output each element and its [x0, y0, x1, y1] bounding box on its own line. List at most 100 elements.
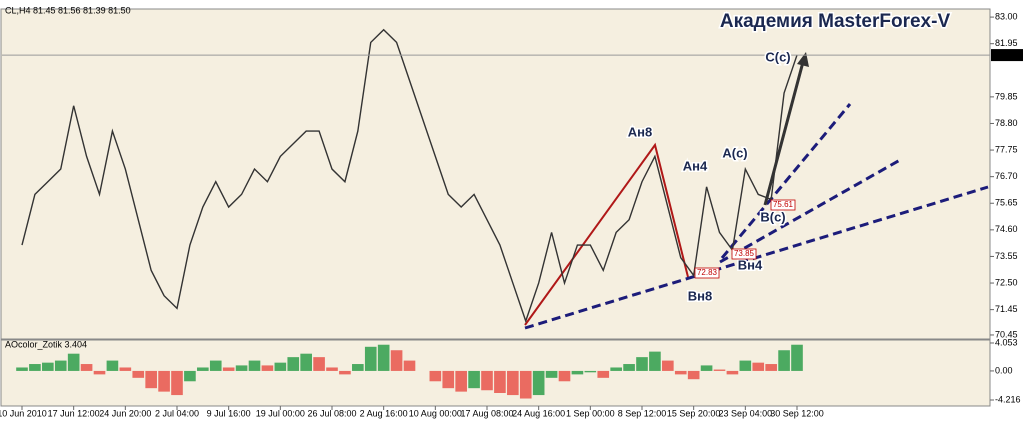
x-tick-label: 17 Jun 12:00	[48, 408, 100, 418]
ao-bar	[132, 370, 145, 378]
ao-bar	[287, 357, 300, 371]
ao-bar	[545, 370, 558, 378]
y-tick-label: -4.216	[995, 394, 1021, 404]
ao-bar	[222, 367, 235, 371]
arrow-head	[797, 52, 809, 67]
ao-bar	[429, 370, 442, 382]
fan-line	[524, 185, 989, 330]
wave-label: Bн8	[688, 288, 712, 303]
ao-bar	[494, 370, 506, 393]
ao-bar	[54, 360, 67, 371]
ao-bar	[468, 370, 480, 389]
price-tag-box	[770, 199, 796, 211]
price-tag-box	[694, 267, 720, 279]
current-price-label: 81.50	[995, 49, 1018, 59]
ao-bar	[687, 370, 700, 380]
ao-bar	[158, 370, 170, 392]
ao-bar	[455, 370, 467, 392]
ao-bar	[623, 364, 635, 371]
ao-bar	[261, 365, 274, 371]
chart-subtitle: CL,H4 81.45 81.56 81.39 81.50	[5, 5, 131, 15]
y-tick-label: 77.75	[995, 144, 1018, 154]
y-tick-label: 81.95	[995, 38, 1018, 48]
ao-bar	[209, 360, 222, 371]
ao-bar	[726, 370, 739, 375]
x-tick-label: 19 Jul 00:00	[256, 408, 305, 418]
price-line	[21, 28, 798, 324]
ao-bar	[300, 353, 312, 371]
ao-bar	[197, 367, 209, 371]
ao-bar	[42, 362, 54, 371]
x-tick-label: 24 Jun 20:00	[99, 408, 151, 418]
x-tick-label: 17 Aug 08:00	[460, 408, 513, 418]
price-tag-box	[731, 248, 757, 260]
wave-label: B(c)	[760, 209, 785, 224]
y-tick-label: 73.55	[995, 251, 1018, 261]
ao-bar	[610, 367, 622, 371]
y-tick-label: 79.85	[995, 91, 1018, 101]
ao-bar	[145, 370, 157, 389]
x-tick-label: 10 Jun 2010	[0, 408, 47, 418]
y-tick-label: 72.50	[995, 277, 1018, 287]
ao-bar	[700, 365, 713, 371]
ao-bar	[80, 364, 93, 371]
ao-bar	[235, 365, 248, 371]
ao-bar	[778, 350, 790, 371]
x-tick-label: 30 Sep 12:00	[770, 408, 824, 418]
ao-bar	[313, 357, 325, 371]
ao-bar	[339, 370, 351, 375]
x-tick-label: 2 Aug 16:00	[360, 408, 408, 418]
arrow-line	[763, 61, 805, 206]
trend-lines	[524, 52, 989, 330]
y-tick-label: 0.00	[995, 365, 1013, 375]
y-tick-label: 76.70	[995, 171, 1018, 181]
ao-bar	[119, 367, 132, 371]
ao-bar	[106, 360, 119, 371]
x-tick-label: 8 Sep 12:00	[618, 408, 667, 418]
ao-bar	[636, 357, 648, 371]
x-tick-label: 23 Sep 04:00	[719, 408, 773, 418]
x-tick-label: 2 Jul 04:00	[155, 408, 199, 418]
x-tick-label: 15 Sep 20:00	[667, 408, 721, 418]
ao-bar	[442, 370, 455, 389]
y-tick-label: 70.45	[995, 329, 1018, 339]
ao-bar	[67, 353, 80, 371]
fan-line	[719, 158, 901, 264]
ao-bar	[377, 344, 390, 371]
wave-label: A(c)	[722, 145, 747, 160]
ao-bar	[352, 364, 364, 371]
ao-bar	[584, 370, 597, 373]
wave-line	[524, 142, 689, 326]
price-tag: 75.61	[773, 200, 794, 209]
ao-bar	[507, 370, 519, 396]
ao-bar	[519, 370, 532, 399]
wave-label: Bн4	[738, 257, 763, 272]
x-tick-label: 10 Aug 00:00	[409, 408, 462, 418]
ao-bar	[571, 370, 584, 375]
ao-bar	[16, 367, 28, 371]
ao-bar	[364, 346, 377, 371]
ao-bar	[791, 344, 803, 371]
ao-bar	[274, 362, 287, 371]
ao-bar	[713, 369, 726, 371]
wave-label: C(c)	[765, 49, 790, 64]
chart-title: Академия MasterForex-V	[720, 11, 951, 32]
ao-bar	[674, 370, 687, 375]
current-price-box	[991, 49, 1023, 62]
ao-bar	[248, 360, 261, 371]
ao-bar	[532, 370, 545, 396]
x-tick-label: 26 Jul 08:00	[307, 408, 356, 418]
wave-label: Ан8	[628, 124, 652, 139]
ao-bar	[481, 370, 493, 391]
ao-bar	[752, 362, 765, 371]
price-tag: 72.83	[697, 268, 718, 277]
wave-label: Ан4	[683, 158, 708, 173]
y-tick-label: 74.60	[995, 224, 1018, 234]
indicator-title: AOcolor_Zotik 3.404	[5, 339, 87, 349]
ao-bar	[184, 370, 196, 382]
ao-bar	[597, 370, 610, 378]
ao-bar	[558, 370, 571, 382]
ao-bar	[93, 370, 106, 375]
x-tick-label: 1 Sep 00:00	[566, 408, 615, 418]
